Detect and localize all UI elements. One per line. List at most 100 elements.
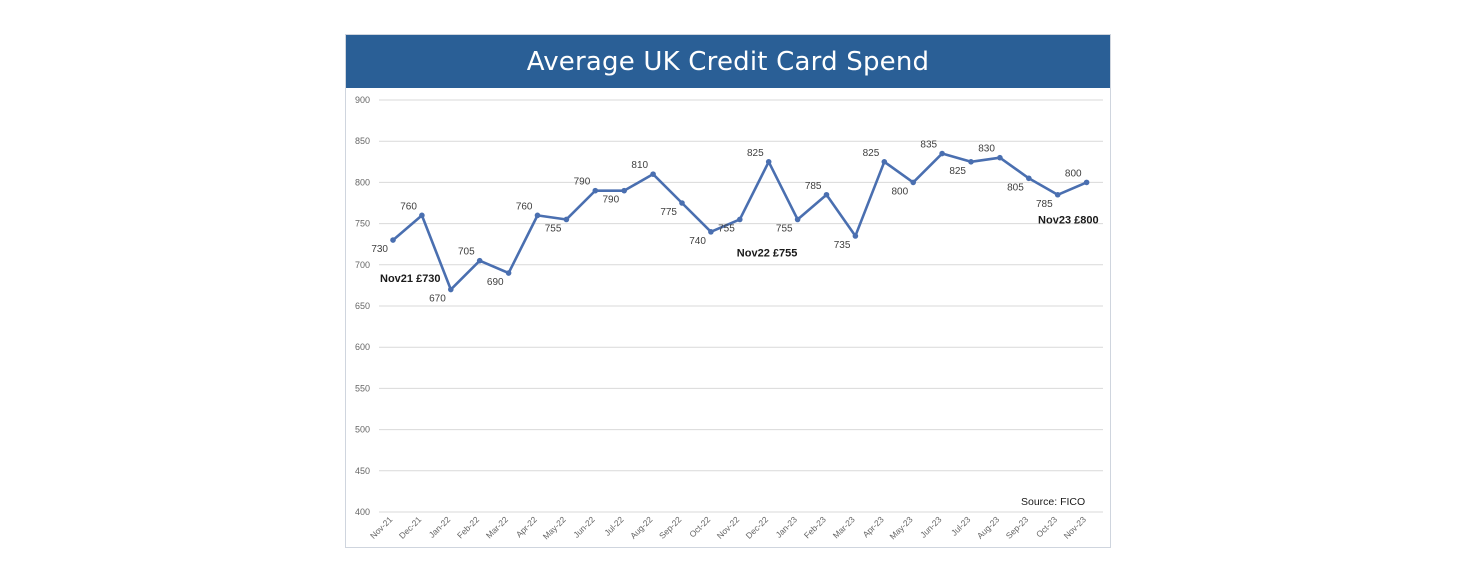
x-tick-label: May-22: [541, 514, 568, 541]
x-tick-label: Mar-23: [831, 514, 857, 540]
data-point: [448, 286, 454, 293]
data-label: 755: [776, 223, 793, 234]
data-point: [1026, 175, 1032, 182]
x-tick-label: Apr-22: [514, 514, 539, 539]
x-tick-label: Nov-23: [1062, 514, 1089, 541]
data-label: 755: [545, 223, 562, 234]
x-tick-label: Apr-23: [861, 514, 886, 539]
annotation-label: Nov22 £755: [737, 247, 798, 259]
y-tick-label: 700: [355, 260, 370, 270]
line-chart: 400 450 500 550 600 650 700 750 800 850 900 Nov-21…: [355, 95, 1103, 541]
data-point: [1083, 179, 1090, 186]
data-label: 830: [978, 144, 995, 155]
data-label: 790: [574, 177, 591, 188]
data-label: 825: [747, 148, 764, 159]
annotation-label: Nov23 £800: [1038, 214, 1099, 226]
y-tick-label: 800: [355, 177, 370, 187]
data-point: [910, 179, 916, 186]
data-points: [390, 150, 1090, 293]
data-label: 760: [516, 201, 533, 212]
data-label: 805: [1007, 182, 1024, 193]
data-point: [939, 150, 945, 157]
x-tick-label: Aug-22: [628, 514, 655, 541]
data-point: [476, 257, 483, 264]
annotation-label: Nov21 £730: [380, 273, 441, 285]
data-label: 670: [429, 294, 446, 305]
x-tick-label: Sep-23: [1004, 514, 1031, 541]
title-bar: Average UK Credit Card Spend: [346, 35, 1110, 88]
data-label: 785: [805, 181, 822, 192]
y-axis-ticks: 400 450 500 550 600 650 700 750 800 850 900: [355, 95, 370, 517]
data-point: [794, 216, 801, 223]
data-point: [563, 216, 570, 223]
gridlines: [379, 99, 1103, 513]
data-label: 825: [863, 148, 880, 159]
data-label: 730: [371, 244, 388, 255]
x-tick-label: Feb-23: [802, 514, 828, 540]
y-tick-label: 400: [355, 507, 370, 517]
data-label: 785: [1036, 199, 1053, 210]
data-label: 760: [400, 201, 417, 212]
data-point: [390, 237, 396, 243]
x-tick-label: Jun-22: [571, 514, 597, 540]
x-tick-label: Jan-23: [774, 514, 800, 540]
data-point: [650, 171, 656, 177]
data-point: [737, 216, 743, 223]
annotations: Nov21 £730 Nov22 £755 Nov23 £800: [380, 214, 1099, 285]
data-point: [621, 187, 627, 194]
y-tick-label: 900: [355, 95, 370, 105]
data-point: [505, 270, 512, 276]
data-label: 735: [834, 240, 851, 251]
x-tick-label: Dec-21: [397, 514, 424, 541]
y-tick-label: 550: [355, 383, 370, 393]
x-tick-label: Jun-23: [918, 514, 944, 540]
data-point: [419, 212, 425, 219]
data-label: 800: [892, 186, 909, 197]
y-tick-label: 750: [355, 219, 370, 229]
data-point: [997, 154, 1003, 161]
x-tick-label: Feb-22: [455, 514, 481, 540]
x-tick-label: Nov-21: [368, 514, 395, 541]
x-tick-label: May-23: [888, 514, 915, 541]
x-tick-label: Oct-22: [687, 514, 712, 539]
data-label: 835: [920, 140, 937, 151]
data-point: [852, 233, 859, 239]
data-point: [592, 187, 599, 194]
data-point: [765, 159, 772, 165]
data-labels: 730 760 670 705 690 760 755 790 790 810 775 740 755 8…: [371, 140, 1082, 305]
y-tick-label: 600: [355, 342, 370, 352]
y-tick-label: 500: [355, 425, 370, 435]
data-label: 705: [458, 247, 475, 258]
x-tick-label: Mar-22: [484, 514, 510, 540]
data-label: 775: [660, 207, 677, 218]
x-tick-label: Jan-22: [427, 514, 453, 540]
data-label: 740: [689, 236, 706, 247]
x-tick-label: Nov-22: [715, 514, 742, 541]
data-label: 790: [603, 195, 620, 206]
x-tick-label: Dec-22: [744, 514, 771, 541]
data-label: 800: [1065, 168, 1082, 179]
x-tick-label: Oct-23: [1034, 514, 1059, 539]
data-point: [679, 200, 685, 206]
x-tick-label: Aug-23: [975, 514, 1002, 541]
data-point: [534, 212, 541, 219]
x-tick-label: Jul-22: [602, 514, 626, 538]
chart-title: Average UK Credit Card Spend: [526, 46, 930, 77]
y-tick-label: 450: [355, 466, 370, 476]
y-tick-label: 650: [355, 301, 370, 311]
source-note: Source: FICO: [1021, 496, 1085, 508]
data-label: 690: [487, 277, 504, 288]
data-point: [708, 229, 714, 235]
chart-card: Average UK Credit Card Spend 400 450 500 55…: [345, 34, 1111, 548]
data-point: [968, 159, 974, 165]
x-tick-label: Sep-22: [657, 514, 684, 541]
y-tick-label: 850: [355, 136, 370, 146]
data-label: 810: [631, 160, 648, 171]
data-point: [1054, 191, 1061, 198]
x-axis-ticks: Nov-21 Dec-21 Jan-22 Feb-22 Mar-22 Apr-22 May-…: [368, 514, 1088, 541]
data-point: [881, 159, 888, 165]
data-label: 755: [718, 223, 735, 234]
data-point: [823, 191, 830, 198]
data-label: 825: [949, 166, 966, 177]
x-tick-label: Jul-23: [949, 514, 973, 538]
